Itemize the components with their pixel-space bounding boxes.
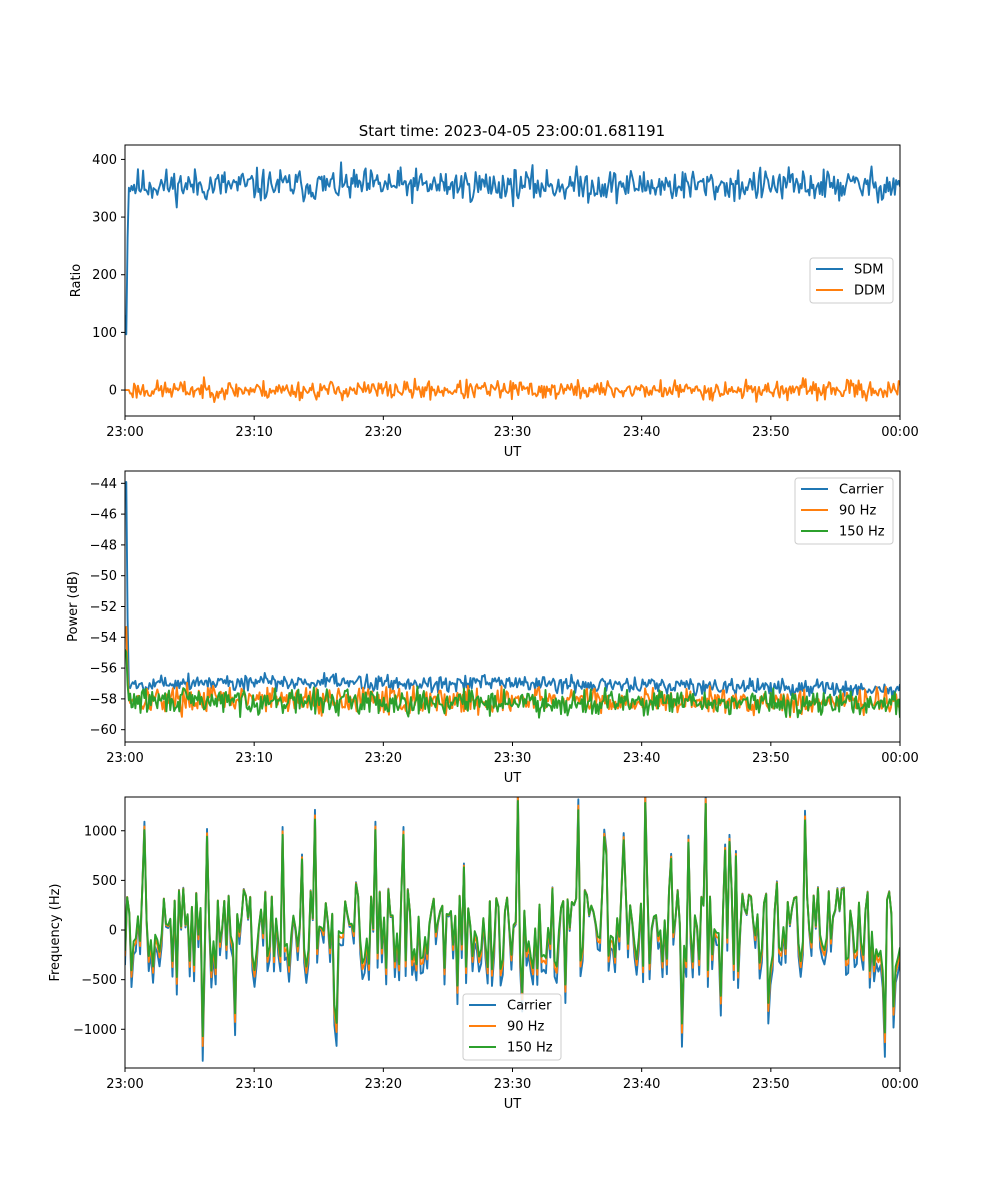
x-tick-label: 23:50 xyxy=(752,1077,789,1092)
y-tick-label: 400 xyxy=(92,153,117,168)
y-tick-label: −1000 xyxy=(73,1023,117,1038)
y-tick-label: 1000 xyxy=(84,824,117,839)
x-tick-label: 23:40 xyxy=(623,1077,660,1092)
legend: SDM DDM xyxy=(809,257,894,304)
legend-label: 90 Hz xyxy=(839,504,876,519)
legend-label: SDM xyxy=(854,263,883,278)
legend: Carrier 90 Hz 150 Hz xyxy=(794,477,894,545)
y-axis-label: Frequency (Hz) xyxy=(48,883,63,981)
legend-label: Carrier xyxy=(507,999,552,1014)
y-tick-label: −44 xyxy=(90,477,117,492)
x-tick-label: 23:40 xyxy=(623,425,660,440)
x-axis-label: UT xyxy=(504,1097,522,1112)
legend-label: DDM xyxy=(854,284,885,299)
y-tick-label: −58 xyxy=(90,692,117,707)
y-tick-label: −50 xyxy=(90,569,117,584)
x-tick-label: 23:20 xyxy=(365,751,402,766)
x-tick-label: 23:00 xyxy=(106,1077,143,1092)
legend-label: 150 Hz xyxy=(507,1041,553,1056)
y-tick-label: 100 xyxy=(92,326,117,341)
y-tick-label: −500 xyxy=(81,973,117,988)
x-tick-label: 00:00 xyxy=(881,1077,918,1092)
x-axis-label: UT xyxy=(504,771,522,786)
series-line-ddm xyxy=(125,376,900,404)
x-tick-label: 23:50 xyxy=(752,751,789,766)
y-tick-label: 300 xyxy=(92,211,117,226)
legend-box xyxy=(794,477,894,545)
y-tick-label: 0 xyxy=(109,384,117,399)
x-tick-label: 23:20 xyxy=(365,425,402,440)
y-tick-label: 200 xyxy=(92,268,117,283)
y-tick-label: −60 xyxy=(90,723,117,738)
y-tick-label: −48 xyxy=(90,538,117,553)
x-tick-label: 23:10 xyxy=(235,425,272,440)
x-tick-label: 00:00 xyxy=(881,425,918,440)
y-tick-label: −54 xyxy=(90,631,117,646)
chart-panel-1: 23:00 23:10 23:20 23:30 23:40 23:50 00:00 0 100 2… xyxy=(69,144,919,460)
x-axis-label: UT xyxy=(504,445,522,460)
legend-label: 90 Hz xyxy=(507,1020,544,1035)
figure-title: Start time: 2023-04-05 23:00:01.681191 xyxy=(359,122,665,140)
legend: Carrier 90 Hz 150 Hz xyxy=(462,993,562,1061)
x-tick-label: 23:00 xyxy=(106,425,143,440)
x-tick-label: 23:10 xyxy=(235,1077,272,1092)
y-axis-label: Power (dB) xyxy=(66,571,81,642)
legend-box xyxy=(462,993,562,1061)
y-tick-label: 0 xyxy=(109,924,117,939)
x-tick-label: 23:00 xyxy=(106,751,143,766)
plot-area xyxy=(125,161,900,404)
y-tick-label: 500 xyxy=(92,874,117,889)
chart-panel-2: 23:00 23:10 23:20 23:30 23:40 23:50 00:00 −44 −4… xyxy=(66,470,919,786)
legend-label: 150 Hz xyxy=(839,525,885,540)
x-tick-label: 23:10 xyxy=(235,751,272,766)
y-tick-label: −46 xyxy=(90,508,117,523)
series-line-carrier xyxy=(125,481,900,698)
x-tick-label: 23:50 xyxy=(752,425,789,440)
y-tick-label: −52 xyxy=(90,600,117,615)
series-line-150-hz xyxy=(125,800,900,1038)
plot-area xyxy=(125,797,900,1062)
x-tick-label: 23:20 xyxy=(365,1077,402,1092)
y-tick-label: −56 xyxy=(90,662,117,677)
x-tick-label: 23:30 xyxy=(494,751,531,766)
x-tick-label: 23:40 xyxy=(623,751,660,766)
chart-panel-3: 23:00 23:10 23:20 23:30 23:40 23:50 00:00 1000 5… xyxy=(48,796,919,1112)
series-line-sdm xyxy=(125,161,900,336)
x-tick-label: 23:30 xyxy=(494,425,531,440)
x-tick-label: 00:00 xyxy=(881,751,918,766)
series-line-150-hz xyxy=(125,649,900,719)
plot-area xyxy=(125,481,900,719)
y-axis-label: Ratio xyxy=(69,264,84,297)
legend-label: Carrier xyxy=(839,483,884,498)
x-tick-label: 23:30 xyxy=(494,1077,531,1092)
